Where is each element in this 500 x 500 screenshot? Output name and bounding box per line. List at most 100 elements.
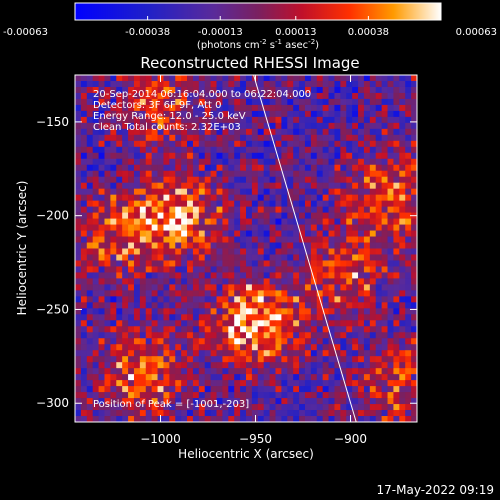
heatmap-cell (328, 290, 335, 297)
heatmap-cell (334, 242, 341, 249)
heatmap-cell (151, 416, 158, 422)
heatmap-cell (133, 284, 141, 291)
heatmap-cell (287, 326, 294, 333)
heatmap-cell (381, 338, 388, 345)
heatmap-cell (75, 128, 82, 136)
heatmap-cell (358, 92, 365, 100)
heatmap-cell (181, 104, 188, 112)
heatmap-cell (240, 164, 247, 172)
heatmap-cell (128, 80, 135, 88)
heatmap-cell (192, 230, 200, 237)
heatmap-cell (304, 302, 312, 309)
heatmap-cell (192, 308, 200, 315)
heatmap-cell (304, 362, 312, 369)
heatmap-cell (334, 98, 341, 106)
heatmap-cell (139, 254, 147, 261)
heatmap-cell (163, 92, 170, 100)
heatmap-cell (251, 338, 259, 345)
heatmap-cell (192, 152, 200, 160)
heatmap-cell (310, 218, 318, 225)
heatmap-cell (363, 338, 371, 345)
heatmap-cell (310, 296, 318, 303)
heatmap-cell (228, 416, 235, 422)
heatmap-cell (198, 164, 206, 172)
heatmap-cell (98, 92, 105, 100)
heatmap-cell (163, 374, 170, 381)
heatmap-cell (92, 242, 99, 249)
heatmap-cell (234, 398, 241, 405)
heatmap-cell (98, 200, 105, 208)
heatmap-cell (328, 368, 335, 375)
heatmap-cell (92, 332, 99, 339)
heatmap-cell (80, 242, 88, 249)
heatmap-cell (411, 326, 417, 333)
heatmap-cell (251, 332, 259, 339)
heatmap-cell (86, 410, 94, 417)
heatmap-cell (240, 392, 247, 399)
heatmap-cell (175, 368, 182, 375)
heatmap-cell (228, 338, 235, 345)
heatmap-cell (369, 206, 377, 213)
heatmap-cell (381, 320, 388, 327)
heatmap-cell (387, 188, 394, 196)
heatmap-cell (133, 122, 141, 130)
heatmap-cell (80, 98, 88, 106)
heatmap-cell (293, 104, 300, 112)
heatmap-cell (128, 314, 135, 321)
heatmap-cell (287, 410, 294, 417)
heatmap-cell (393, 212, 400, 219)
heatmap-cell (122, 350, 129, 357)
heatmap-cell (228, 152, 235, 160)
heatmap-cell (139, 350, 147, 357)
heatmap-cell (98, 362, 105, 369)
heatmap-cell (275, 164, 282, 172)
heatmap-cell (393, 236, 400, 243)
heatmap-cell (263, 284, 270, 291)
heatmap-cell (228, 344, 235, 351)
heatmap-cell (128, 260, 135, 267)
heatmap-cell (163, 218, 170, 225)
heatmap-cell (269, 374, 276, 381)
heatmap-cell (198, 410, 206, 417)
heatmap-cell (287, 350, 294, 357)
heatmap-cell (157, 284, 164, 291)
heatmap-cell (328, 386, 335, 393)
heatmap-cell (346, 410, 353, 417)
heatmap-cell (346, 212, 353, 219)
heatmap-cell (240, 176, 247, 184)
heatmap-cell (139, 164, 147, 172)
heatmap-cell (346, 224, 353, 231)
heatmap-cell (322, 92, 329, 100)
heatmap-cell (86, 146, 94, 154)
heatmap-cell (175, 260, 182, 267)
heatmap-cell (110, 110, 117, 118)
heatmap-cell (192, 194, 200, 202)
heatmap-cell (92, 278, 99, 285)
heatmap-cell (293, 350, 300, 357)
heatmap-cell (86, 128, 94, 136)
heatmap-cell (198, 206, 206, 213)
heatmap-cell (310, 80, 318, 88)
heatmap-cell (139, 116, 147, 124)
heatmap-cell (405, 254, 412, 261)
heatmap-cell (322, 176, 329, 184)
heatmap-cell (281, 314, 288, 321)
heatmap-cell (157, 398, 164, 405)
heatmap-cell (157, 170, 164, 178)
heatmap-cell (246, 75, 253, 82)
heatmap-cell (133, 356, 141, 363)
heatmap-cell (92, 128, 99, 136)
heatmap-cell (263, 326, 270, 333)
heatmap-cell (128, 140, 135, 148)
heatmap-cell (104, 260, 111, 267)
heatmap-cell (257, 320, 265, 327)
heatmap-cell (133, 200, 141, 208)
heatmap-cell (334, 254, 341, 261)
heatmap-cell (269, 410, 276, 417)
heatmap-cell (358, 182, 365, 190)
heatmap-cell (304, 116, 312, 124)
heatmap-cell (98, 152, 105, 160)
heatmap-cell (110, 260, 117, 267)
heatmap-cell (139, 374, 147, 381)
heatmap-cell (263, 200, 270, 208)
